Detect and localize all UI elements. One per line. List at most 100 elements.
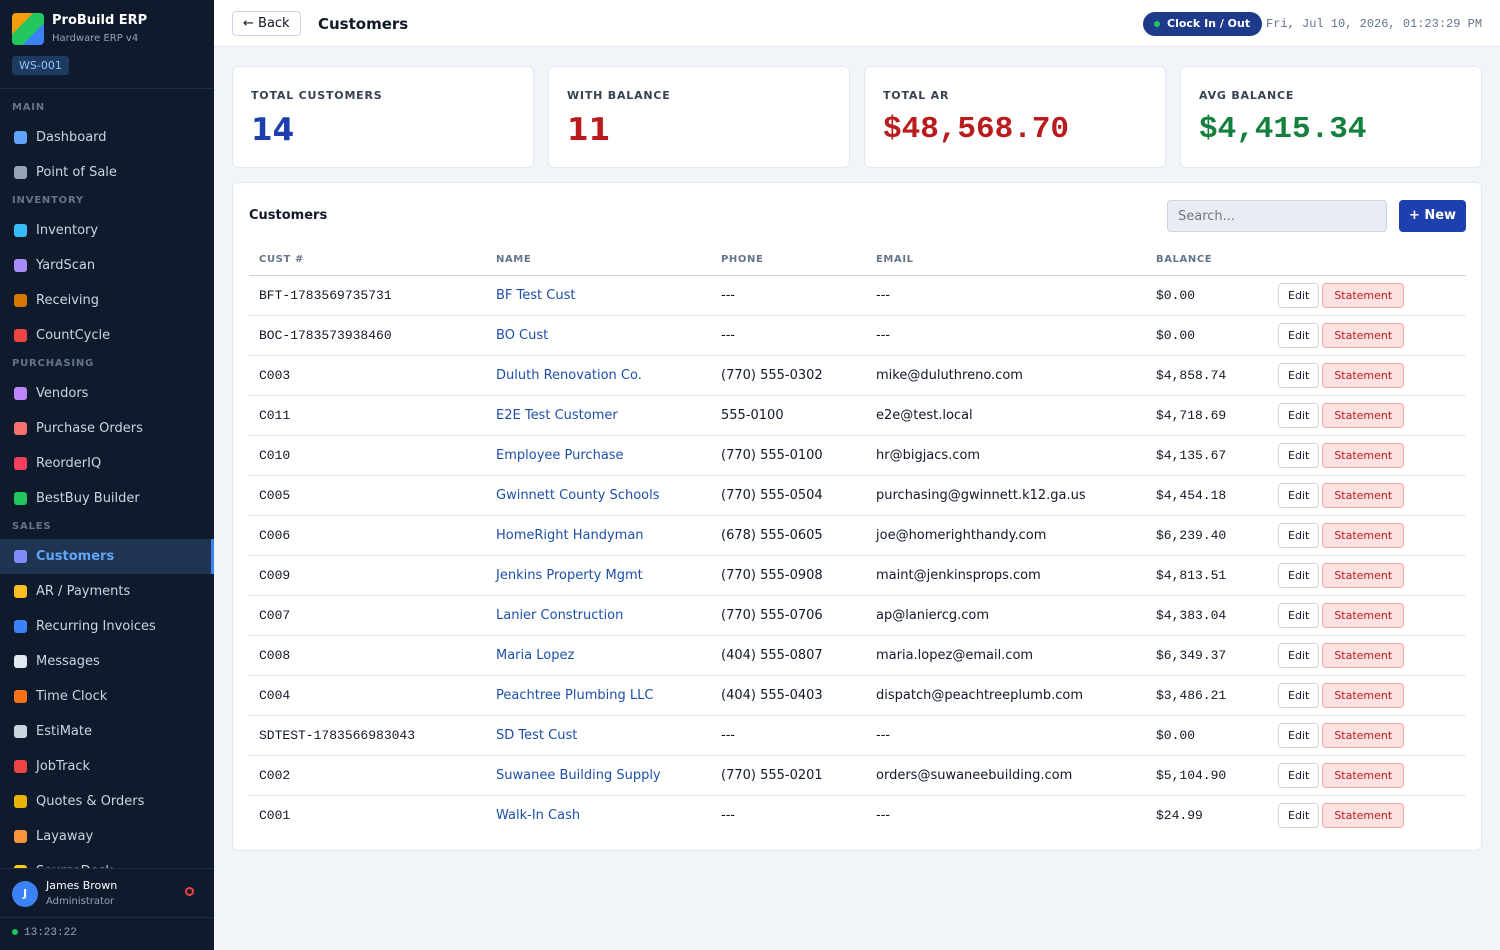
nav-item[interactable]: Inventory [0, 213, 214, 248]
statement-button[interactable]: Statement [1322, 762, 1405, 788]
row: C004 Peachtree Plumbing LLC (404) 555-0403… [249, 675, 1466, 716]
cell: $5,104.90 [1146, 755, 1268, 796]
edit-button[interactable]: Edit [1278, 802, 1320, 828]
cell[interactable]: Lanier Construction [486, 595, 711, 636]
back-button[interactable]: ← Back [232, 11, 301, 36]
statement-button[interactable]: Statement [1322, 482, 1405, 508]
statement-button[interactable]: Statement [1322, 642, 1405, 668]
logout[interactable] [185, 887, 194, 896]
cell: C008 [249, 635, 486, 676]
nav-item[interactable]: Vendors [0, 376, 214, 411]
cell[interactable]: SD Test Cust [486, 715, 711, 756]
actions: Edit Statement [1268, 315, 1466, 356]
row: C011 E2E Test Customer 555-0100 e2e@test.lo… [249, 395, 1466, 436]
actions: Edit Statement [1268, 435, 1466, 476]
nav-icon [14, 655, 27, 668]
nav-icon [14, 387, 27, 400]
statement-button[interactable]: Statement [1322, 562, 1405, 588]
statement-button[interactable]: Statement [1322, 602, 1405, 628]
statement-button[interactable]: Statement [1322, 362, 1405, 388]
new-button[interactable]: + New [1399, 200, 1466, 232]
nav-item[interactable]: Purchase Orders [0, 411, 214, 446]
cell[interactable]: Duluth Renovation Co. [486, 355, 711, 396]
cell[interactable]: Walk-In Cash [496, 807, 581, 823]
nav-item[interactable]: BestBuy Builder [0, 481, 214, 516]
nav-item[interactable]: Time Clock [0, 679, 214, 714]
cell: $6,239.40 [1146, 515, 1268, 556]
nav-item[interactable]: Layaway [0, 819, 214, 854]
cell[interactable]: Jenkins Property Mgmt [486, 555, 711, 596]
table-body: BFT-1783569735731 BF Test Cust --- --- $0.00… [249, 275, 1466, 835]
nav-label: EstiMate [36, 724, 92, 739]
edit-button[interactable]: Edit [1278, 602, 1320, 628]
edit-button[interactable]: Edit [1278, 682, 1320, 708]
actions: Edit Statement [1268, 555, 1466, 596]
nav-item[interactable]: Messages [0, 644, 214, 679]
nav-item[interactable]: Point of Sale [0, 155, 214, 190]
statement-button[interactable]: Statement [1322, 322, 1405, 348]
statement-button[interactable]: Statement [1322, 522, 1405, 548]
edit-button[interactable]: Edit [1278, 562, 1320, 588]
cell: (404) 555-0403 [711, 675, 866, 716]
nav-item[interactable]: Recurring Invoices [0, 609, 214, 644]
edit-button[interactable]: Edit [1278, 402, 1320, 428]
nav-item[interactable]: CountCycle [0, 318, 214, 353]
cell[interactable]: BF Test Cust [486, 275, 711, 316]
nav-label: Inventory [36, 223, 99, 238]
nav-item[interactable]: Receiving [0, 283, 214, 318]
cell: $24.99 [1156, 807, 1203, 823]
cell[interactable]: Peachtree Plumbing LLC [486, 675, 711, 716]
user-role: Administrator [46, 896, 115, 907]
cell: (678) 555-0605 [711, 515, 866, 556]
row: C006 HomeRight Handyman (678) 555-0605 joe@… [249, 515, 1466, 556]
statement-button[interactable]: Statement [1322, 402, 1405, 428]
edit-button[interactable]: Edit [1278, 482, 1320, 508]
edit-button[interactable]: Edit [1278, 522, 1320, 548]
cell[interactable]: HomeRight Handyman [486, 515, 711, 556]
statement-button[interactable]: Statement [1322, 282, 1405, 308]
cell[interactable]: Suwanee Building Supply [486, 755, 711, 796]
statement-button[interactable]: Statement [1322, 682, 1405, 708]
cell: --- [711, 275, 866, 316]
nav-item[interactable]: Customers [0, 539, 214, 574]
edit-button[interactable]: Edit [1278, 362, 1320, 388]
cell[interactable]: E2E Test Customer [486, 395, 711, 436]
avatar: J [12, 881, 38, 907]
nav-item[interactable]: SourceDesk [0, 854, 214, 868]
cell[interactable]: Gwinnett County Schools [486, 475, 711, 516]
cell: mike@duluthreno.com [866, 355, 1146, 396]
nav-item[interactable]: Dashboard [0, 120, 214, 155]
nav-item[interactable]: Quotes & Orders [0, 784, 214, 819]
edit-button[interactable]: Edit [1278, 762, 1320, 788]
search[interactable] [1167, 200, 1387, 232]
nav-section: SALES [12, 521, 52, 532]
edit-button[interactable]: Edit [1278, 722, 1320, 748]
nav-icon [14, 585, 27, 598]
edit-button[interactable]: Edit [1278, 322, 1320, 348]
edit-button[interactable]: Edit [1278, 282, 1320, 308]
nav-item[interactable]: ReorderIQ [0, 446, 214, 481]
nav-item[interactable]: AR / Payments [0, 574, 214, 609]
edit-button[interactable]: Edit [1278, 442, 1320, 468]
statement-button[interactable]: Statement [1322, 722, 1405, 748]
nav-label: JobTrack [36, 759, 91, 774]
cell[interactable]: Employee Purchase [486, 435, 711, 476]
cell[interactable]: BO Cust [486, 315, 711, 356]
nav-section: PURCHASING [12, 358, 95, 369]
nav-item[interactable]: YardScan [0, 248, 214, 283]
sidebar: ProBuild ERP Hardware ERP v4 WS-001 MAIN… [0, 0, 214, 950]
nav-label: Time Clock [36, 689, 108, 704]
row: C003 Duluth Renovation Co. (770) 555-0302 m… [249, 355, 1466, 396]
statement-button[interactable]: Statement [1322, 802, 1405, 828]
cell[interactable]: Maria Lopez [486, 635, 711, 676]
statement-button[interactable]: Statement [1322, 442, 1405, 468]
edit-button[interactable]: Edit [1278, 642, 1320, 668]
cell: (770) 555-0706 [711, 595, 866, 636]
actions: Edit Statement [1268, 395, 1466, 436]
clock-button[interactable]: Clock In / Out [1143, 12, 1263, 36]
nav-item[interactable]: JobTrack [0, 749, 214, 784]
cell: maint@jenkinsprops.com [866, 555, 1146, 596]
nav-item[interactable]: EstiMate [0, 714, 214, 749]
nav-label: Customers [36, 549, 115, 564]
